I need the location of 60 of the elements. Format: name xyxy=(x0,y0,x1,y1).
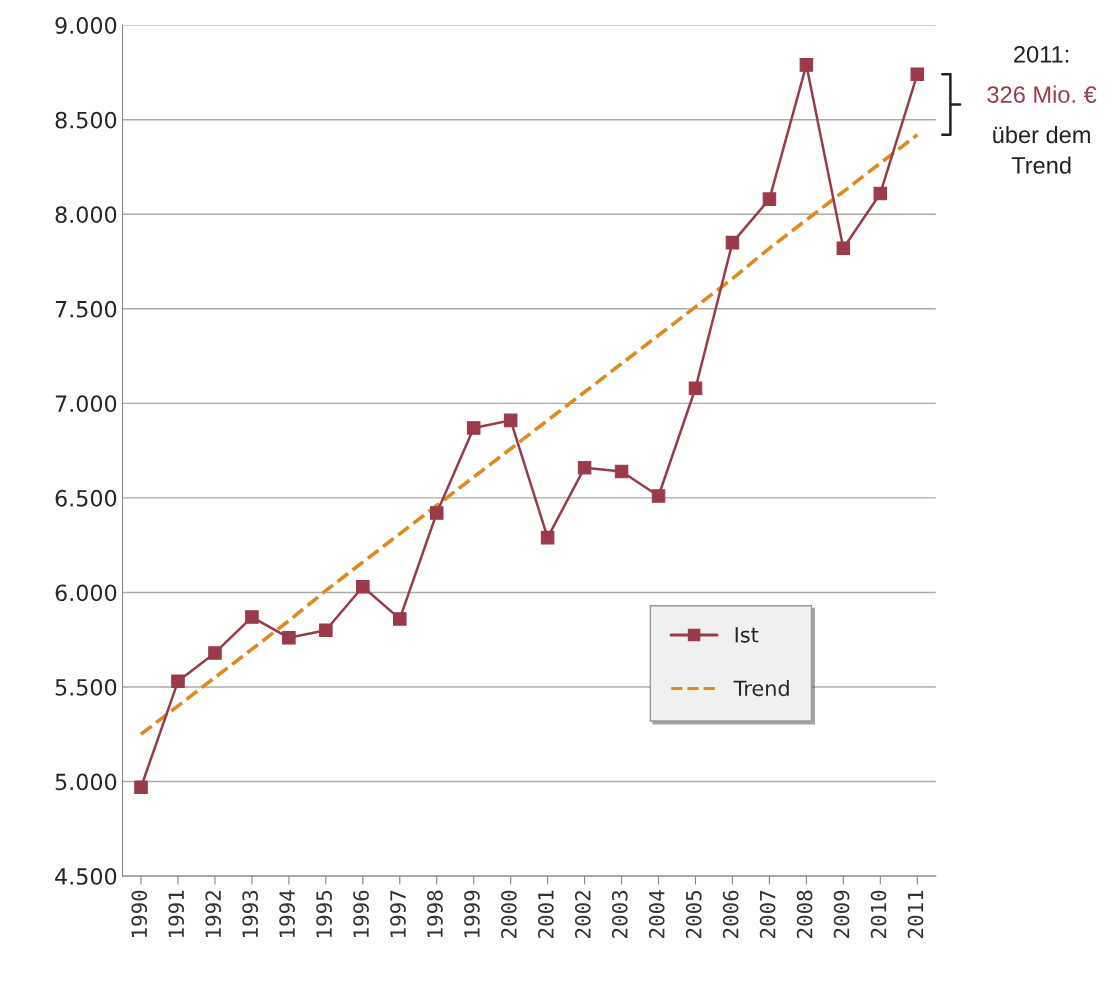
x-tick-label: 2002 xyxy=(574,891,591,938)
point xyxy=(134,780,148,794)
x-tick-label: 1998 xyxy=(427,890,443,937)
point xyxy=(208,646,222,660)
point xyxy=(245,610,259,624)
legend-label: Ist xyxy=(735,627,759,643)
x-tick-label: 2008 xyxy=(796,890,813,938)
point xyxy=(540,530,555,545)
point xyxy=(429,506,444,520)
x-tick-label: 1997 xyxy=(390,890,406,937)
x-tick-label: 1992 xyxy=(205,891,222,937)
x-tick-label: 2006 xyxy=(722,890,739,938)
point xyxy=(466,421,481,435)
point xyxy=(577,460,592,475)
y-tick-label: 7.500 xyxy=(55,300,117,318)
point xyxy=(688,381,703,395)
point xyxy=(319,623,333,638)
text: über dem Trend xyxy=(993,125,1090,174)
x-tick-label: 1993 xyxy=(242,890,259,937)
line-series xyxy=(139,133,920,737)
x-tick-label: 1996 xyxy=(353,890,369,937)
x-tick-label: 2003 xyxy=(611,890,628,938)
x-tick-label: 2011 xyxy=(907,890,924,938)
x-tick-label: 2010 xyxy=(870,890,887,938)
y-tick-label: 6.500 xyxy=(55,489,117,507)
point xyxy=(799,58,814,72)
point xyxy=(393,612,407,626)
point xyxy=(910,67,925,82)
point xyxy=(836,241,851,256)
point xyxy=(356,580,370,594)
point xyxy=(503,413,518,428)
point xyxy=(651,489,666,503)
y-tick-label: 8.500 xyxy=(55,111,117,129)
x-tick-label: 1995 xyxy=(316,890,332,937)
text: 2011: xyxy=(1014,45,1069,63)
text: 326 Mio. € xyxy=(987,85,1097,103)
y-tick-label: 8.000 xyxy=(55,206,117,224)
x-tick-label: 2007 xyxy=(759,890,776,938)
x-tick-label: 1994 xyxy=(279,890,295,937)
point xyxy=(282,631,296,645)
y-tick-label: 5.500 xyxy=(55,678,117,696)
y-tick-label: 7.000 xyxy=(55,395,117,413)
x-tick-label: 1999 xyxy=(464,890,480,937)
x-tick-label: 2009 xyxy=(833,890,850,938)
y-tick-label: 5.000 xyxy=(55,773,117,791)
point xyxy=(171,674,185,689)
y-tick-label: 4.500 xyxy=(55,868,117,885)
point xyxy=(873,186,888,201)
point xyxy=(614,464,629,479)
y-tick-label: 6.000 xyxy=(55,584,117,602)
x-tick-label: 1990 xyxy=(131,890,148,937)
x-tick-label: 2004 xyxy=(648,890,665,938)
y-tick-label: 9.000 xyxy=(55,17,117,34)
point xyxy=(762,192,777,206)
x-tick-label: 1991 xyxy=(168,890,185,937)
x-tick-label: 2005 xyxy=(685,890,702,938)
legend-label: Trend xyxy=(733,680,789,697)
x-tick-label: 2001 xyxy=(537,890,554,938)
x-tick-label: 2000 xyxy=(501,890,517,938)
point xyxy=(725,235,740,250)
